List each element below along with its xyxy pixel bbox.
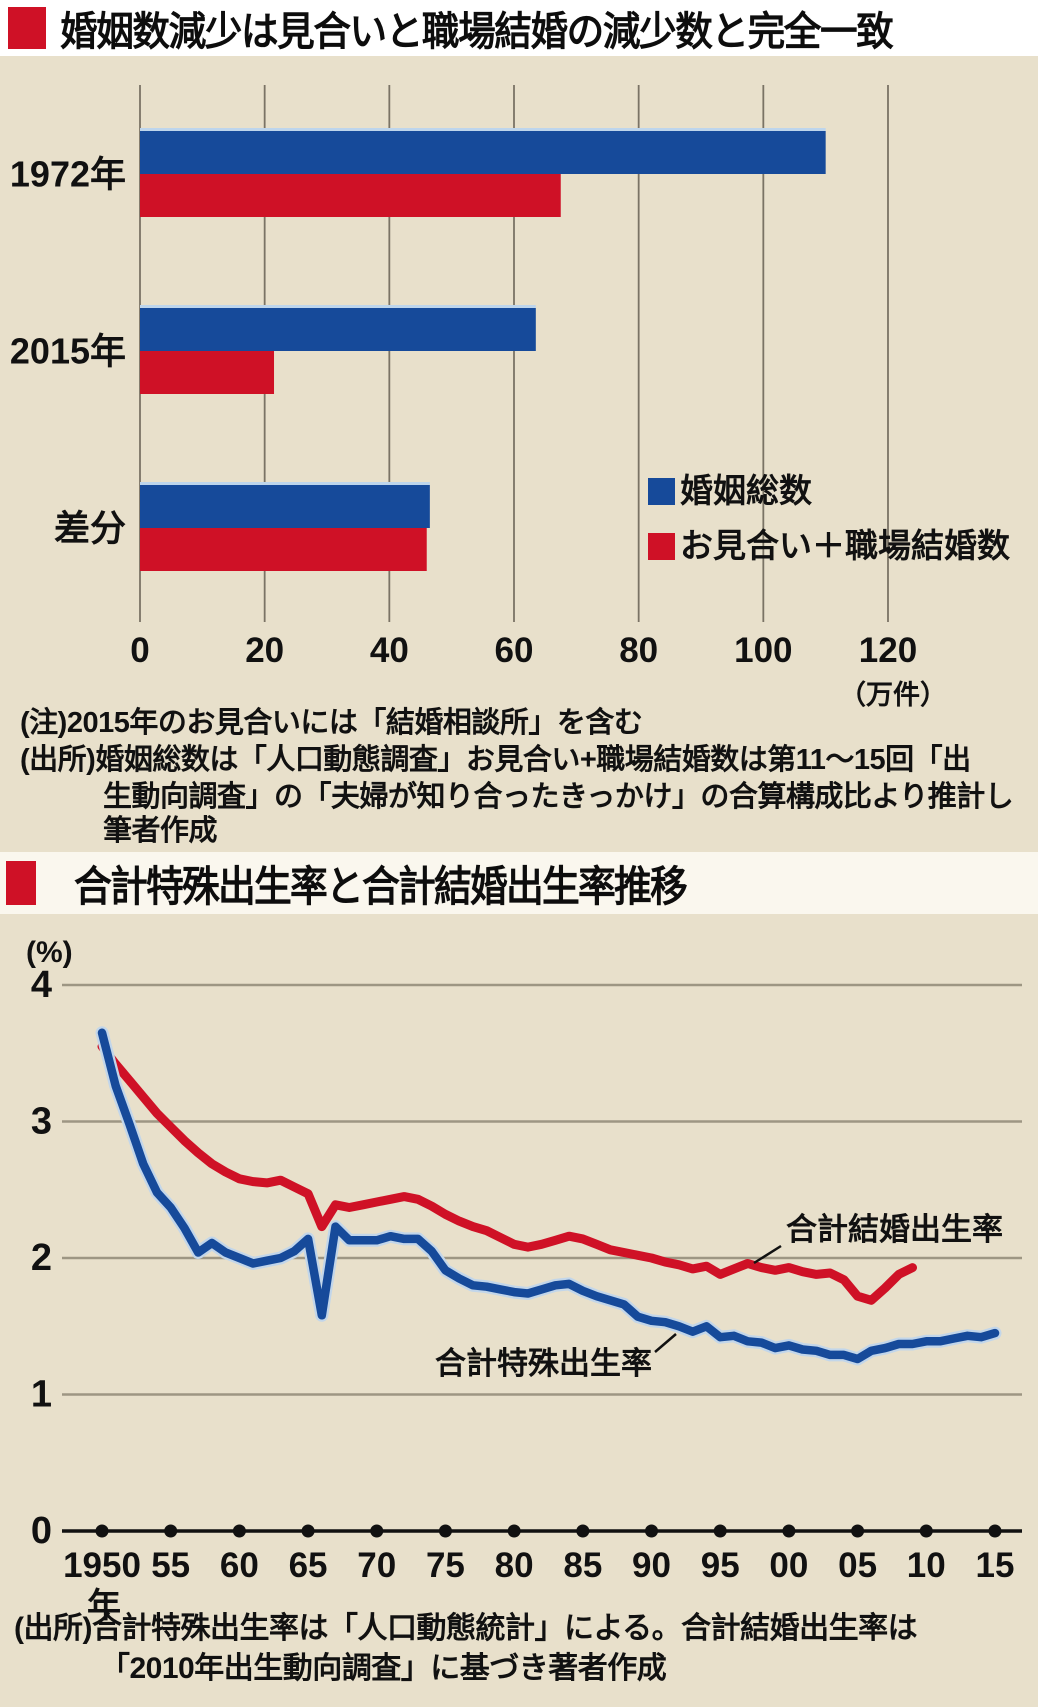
x-tick-label: 0 [130, 631, 149, 670]
axis-dot-2000 [782, 1524, 796, 1538]
axis-dot-1965 [301, 1524, 315, 1538]
tfr-line-halo [95, 1026, 1002, 1366]
x-tick-label-1990: 90 [632, 1546, 671, 1585]
legend-swatch-miai_workplace [648, 533, 675, 560]
series-annotation-tfr: 合計特殊出生率 [435, 1346, 652, 1381]
y-axis-unit: (%) [26, 936, 73, 969]
axis-dot-2010 [919, 1524, 933, 1538]
x-tick-label-2000: 00 [769, 1546, 808, 1585]
title-bullet-icon [6, 861, 36, 905]
chart2-title-band: 合計特殊出生率と合計結婚出生率推移 [0, 852, 1038, 914]
chart2-title: 合計特殊出生率と合計結婚出生率推移 [74, 862, 688, 910]
category-label-1972: 1972年 [10, 154, 126, 195]
bar-top-highlight [140, 305, 536, 308]
x-tick-label-1995: 95 [701, 1546, 740, 1585]
chart1-note-line4: 筆者作成 [103, 815, 218, 847]
bar-miai-workplace-diff [140, 528, 427, 571]
bar-total-1972 [140, 131, 826, 174]
x-tick-label-1950: 1950 [63, 1546, 141, 1585]
chart2-source-line2: 「2010年出生動向調査」に基づき著者作成 [100, 1652, 667, 1685]
bar-top-highlight [140, 482, 430, 485]
axis-dot-1995 [713, 1524, 727, 1538]
marital-fertility-line [97, 1041, 917, 1305]
chart1-note-line1: (注)2015年のお見合いには「結婚相談所」を含む [20, 707, 643, 739]
annotation-leader-marital [753, 1244, 782, 1265]
x-tick-label-2005: 05 [838, 1546, 877, 1585]
x-axis-unit: （万件） [839, 680, 947, 710]
x-tick-label: 20 [245, 631, 284, 670]
legend-label-miai_workplace: お見合い＋職場結婚数 [680, 527, 1011, 564]
x-tick-label: 40 [370, 631, 409, 670]
axis-dot-1985 [576, 1524, 590, 1538]
bar-miai-workplace-1972 [140, 174, 561, 217]
y-tick-label-0: 0 [31, 1510, 52, 1552]
axis-dot-1950 [95, 1524, 109, 1538]
category-label-diff: 差分 [54, 508, 126, 549]
x-tick-label: 100 [734, 631, 792, 670]
x-tick-label-1975: 75 [426, 1546, 465, 1585]
legend-swatch-total [648, 478, 675, 505]
axis-dot-1980 [507, 1524, 521, 1538]
y-tick-label-3: 3 [31, 1101, 52, 1143]
bar-miai-workplace-2015 [140, 351, 275, 394]
series-annotation-marital: 合計結婚出生率 [786, 1212, 1003, 1247]
axis-dot-2015 [988, 1524, 1002, 1538]
bar-top-highlight [140, 128, 826, 131]
y-tick-label-2: 2 [31, 1237, 52, 1279]
category-label-2015: 2015年 [10, 331, 126, 372]
x-tick-label-1970: 70 [357, 1546, 396, 1585]
legend-label-total: 婚姻総数 [680, 472, 813, 509]
x-tick-label-1965: 65 [289, 1546, 328, 1585]
title-bullet-icon [8, 7, 46, 49]
chart2-source-line1: (出所)合計特殊出生率は「人口動態統計」による。合計結婚出生率は [14, 1612, 918, 1645]
x-tick-label: 80 [619, 631, 658, 670]
y-tick-label-4: 4 [31, 964, 52, 1006]
x-tick-label-2015: 15 [976, 1546, 1015, 1585]
axis-dot-1970 [370, 1524, 384, 1538]
x-tick-label: 120 [859, 631, 917, 670]
chart1-title: 婚姻数減少は見合いと職場結婚の減少数と完全一致 [60, 10, 894, 54]
axis-dot-2005 [851, 1524, 865, 1538]
x-tick-label: 60 [495, 631, 534, 670]
x-tick-label-1960: 60 [220, 1546, 259, 1585]
fertility-line-chart: 0 1 2 3 4(%) 1950 55 60 65 70 75 80 85 90 95 00 05 10 15 年 合… [26, 936, 1022, 1625]
y-tick-label-1: 1 [31, 1374, 52, 1416]
annotation-leader-tfr [654, 1333, 677, 1353]
x-tick-label-1980: 80 [495, 1546, 534, 1585]
axis-dot-1960 [232, 1524, 246, 1538]
x-tick-label-1985: 85 [563, 1546, 602, 1585]
axis-dot-1975 [438, 1524, 452, 1538]
tfr-line [97, 1028, 1000, 1364]
x-tick-label-2010: 10 [907, 1546, 946, 1585]
axis-dot-1990 [645, 1524, 659, 1538]
bar-total-2015 [140, 308, 536, 351]
bar-total-diff [140, 485, 430, 528]
chart1-note-line2: (出所)婚姻総数は「人口動態調査」お見合い+職場結婚数は第11〜15回「出 [20, 744, 971, 776]
axis-dot-1955 [164, 1524, 178, 1538]
x-axis-unit-year: 年 [87, 1587, 121, 1625]
x-tick-label-1955: 55 [151, 1546, 190, 1585]
chart1-title-band: 婚姻数減少は見合いと職場結婚の減少数と完全一致 [0, 0, 1038, 56]
chart1-note-line3: 生動向調査」の「夫婦が知り合ったきっかけ」の合算構成比より推計し [103, 781, 1014, 813]
